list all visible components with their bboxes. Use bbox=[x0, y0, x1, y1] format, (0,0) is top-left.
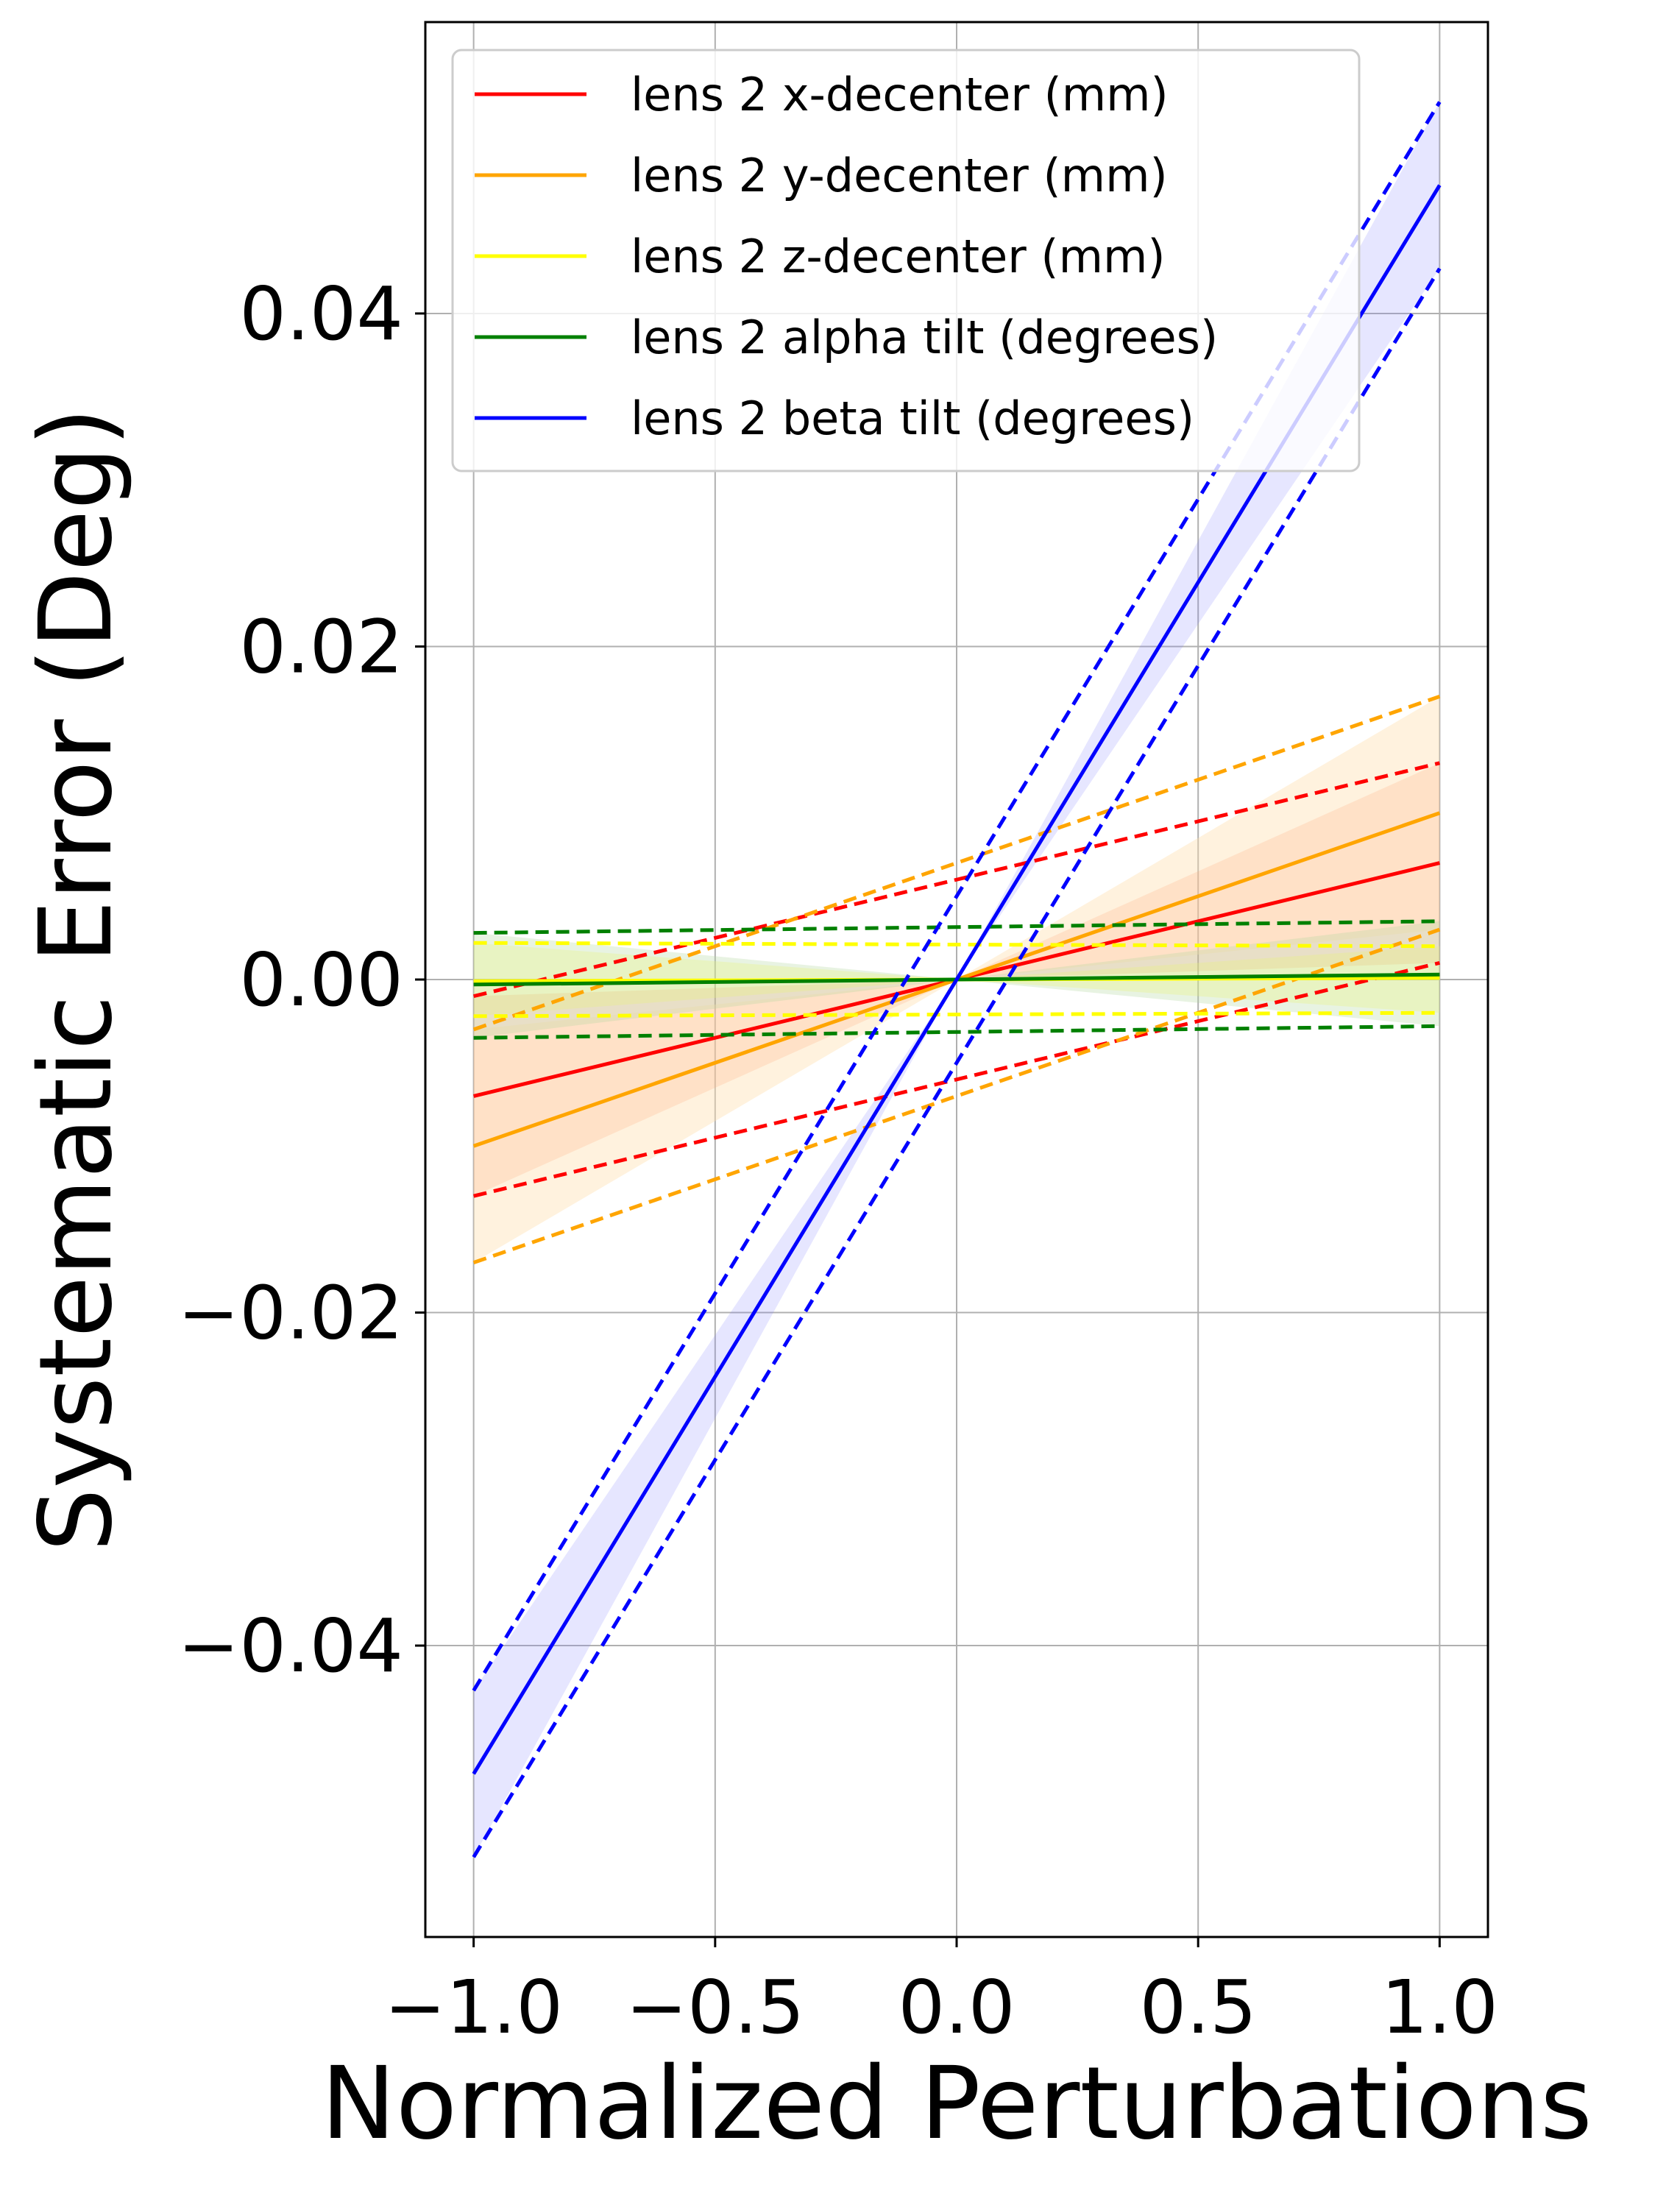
upper-bound-lens-2-x-decenter-mm- bbox=[473, 761, 1440, 999]
lower-bound-lens-2-x-decenter-mm- bbox=[473, 960, 1440, 1198]
legend-label: lens 2 alpha tilt (degrees) bbox=[631, 311, 1218, 364]
x-axis-label: Normalized Perturbations bbox=[321, 2046, 1592, 2162]
y-tick-label: 0.02 bbox=[239, 603, 403, 690]
y-tick-label: 0.04 bbox=[239, 271, 403, 357]
x-tick-label: −0.5 bbox=[625, 1964, 804, 2050]
lower-bound-lens-2-y-decenter-mm- bbox=[472, 927, 1441, 1265]
x-tick-label: 1.0 bbox=[1381, 1964, 1498, 2050]
lower-bound-lens-2-z-decenter-mm- bbox=[473, 1010, 1440, 1019]
upper-bound-lens-2-z-decenter-mm- bbox=[473, 941, 1440, 949]
y-axis-label: Systematic Error (Deg) bbox=[18, 407, 135, 1551]
legend-box bbox=[451, 49, 1361, 472]
x-tick-label: −1.0 bbox=[384, 1964, 563, 2050]
y-tick-label: −0.04 bbox=[178, 1603, 403, 1689]
legend-label: lens 2 x-decenter (mm) bbox=[631, 68, 1169, 121]
y-tick-label: −0.02 bbox=[178, 1270, 403, 1356]
x-tick-label: 0.5 bbox=[1140, 1964, 1257, 2050]
y-tick-label: 0.00 bbox=[239, 937, 403, 1023]
legend-label: lens 2 beta tilt (degrees) bbox=[631, 392, 1194, 445]
legend-label: lens 2 z-decenter (mm) bbox=[631, 230, 1166, 283]
legend-label: lens 2 y-decenter (mm) bbox=[631, 149, 1168, 202]
lower-bound-lens-2-alpha-tilt-degrees- bbox=[473, 1024, 1440, 1040]
legend: lens 2 x-decenter (mm) lens 2 y-decenter … bbox=[451, 49, 1361, 472]
band-lens-2-x-decenter-mm- bbox=[473, 762, 1440, 1197]
lower-bound-lens-2-beta-tilt-degrees- bbox=[472, 267, 1442, 1858]
series-lines bbox=[472, 101, 1442, 1858]
axis-ticks: −1.0 −0.5 0.0 0.5 1.0 −0.04 −0.02 0.00 0.02 0.04 bbox=[178, 271, 1498, 2050]
upper-bound-lens-2-y-decenter-mm- bbox=[472, 694, 1441, 1032]
upper-bound-lens-2-alpha-tilt-degrees- bbox=[473, 919, 1440, 935]
x-tick-label: 0.0 bbox=[898, 1964, 1015, 2050]
